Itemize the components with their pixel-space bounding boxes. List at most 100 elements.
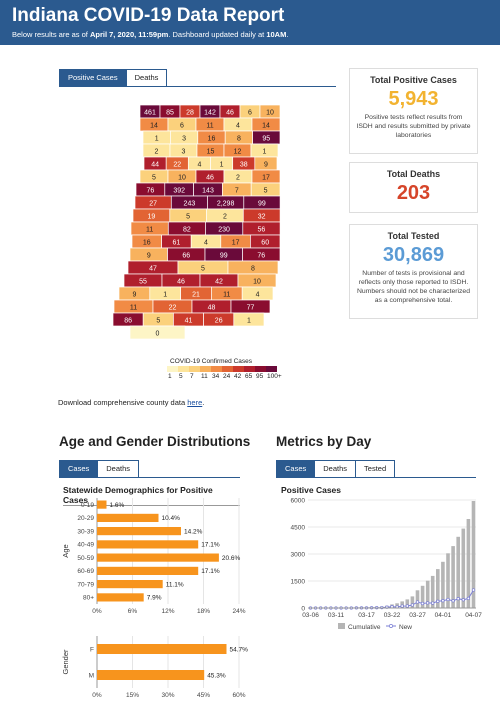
bar[interactable] [97,566,199,575]
card-description: Positive tests reflect results from ISDH… [356,114,471,139]
cumulative-bar[interactable] [466,519,471,608]
county-case-count: 5 [201,266,205,273]
x-tick-label: 18% [197,608,210,615]
county-case-count: 5 [264,188,268,195]
new-cases-point[interactable] [400,604,404,608]
county-case-count: 10 [253,279,261,286]
county-case-count: 15 [207,149,215,156]
county-case-count: 47 [149,266,157,273]
tab-cases[interactable]: Cases [59,460,99,477]
county-case-count: 7 [235,188,239,195]
legend-tick-label: 34 [212,373,220,380]
county-case-count: 38 [240,162,248,169]
new-cases-point[interactable] [431,601,435,605]
tab-deaths[interactable]: Deaths [314,460,357,477]
new-cases-point[interactable] [425,601,430,605]
county-case-count: 46 [206,175,214,182]
x-tick-label: 0% [92,692,102,699]
legend-tick-label: 11 [201,373,208,380]
new-cases-point[interactable] [441,599,445,603]
cumulative-bar[interactable] [471,501,476,608]
cumulative-bar[interactable] [446,553,450,608]
tab-positive-cases[interactable]: Positive Cases [59,69,127,86]
county-case-count: 6 [180,123,184,130]
bar[interactable] [97,553,219,562]
cumulative-bar[interactable] [461,528,466,608]
county-case-count: 46 [177,279,185,286]
county-case-count: 4 [236,123,240,130]
age-gender-heading: Age and Gender Distributions [59,434,251,449]
tab-cases[interactable]: Cases [276,460,316,477]
cumulative-bar[interactable] [420,585,425,608]
county-case-count: 2 [223,214,227,221]
county-case-count: 76 [257,253,265,260]
county-case-count: 3 [182,136,186,143]
new-cases-point[interactable] [451,599,455,603]
legend-tick-label: 1 [168,373,172,380]
county-case-count: 2,298 [217,201,235,208]
new-cases-point[interactable] [446,597,450,602]
county-case-count: 5 [156,318,160,325]
county-case-count: 4 [256,292,260,299]
county-case-count: 1 [247,318,251,325]
bar[interactable] [97,670,205,680]
card-description: Number of tests is provisional and refle… [357,270,470,304]
county-case-count: 12 [234,149,242,156]
cumulative-bar[interactable] [451,546,455,608]
legend-swatch [233,366,244,372]
county-shape[interactable] [129,325,186,340]
new-cases-point[interactable] [461,598,465,602]
cumulative-bar[interactable] [441,561,445,608]
cumulative-bar[interactable] [415,590,420,608]
bar[interactable] [97,527,181,536]
legend-swatch-cumulative [338,623,345,629]
cumulative-bar[interactable] [436,569,440,608]
new-cases-point[interactable] [456,597,460,601]
tab-deaths[interactable]: Deaths [97,460,140,477]
county-case-count: 5 [152,175,156,182]
county-case-count: 3 [182,149,186,156]
bar[interactable] [97,513,159,522]
page-title: Indiana COVID-19 Data Report [12,5,285,26]
new-cases-point[interactable] [420,601,425,606]
county-case-count: 461 [144,110,156,117]
legend-swatch [266,366,277,372]
bar[interactable] [97,644,227,654]
page-header: Indiana COVID-19 Data Report Below resul… [0,0,500,45]
county-case-count: 1 [220,162,224,169]
county-case-count: 143 [202,188,214,195]
update-info: Below results are as of April 7, 2020, 1… [12,30,289,39]
bar[interactable] [97,500,107,509]
y-tick-label: 1500 [291,578,306,585]
new-cases-point[interactable] [415,600,420,604]
county-case-count: 17 [262,175,270,182]
cumulative-bar[interactable] [430,575,435,608]
download-link[interactable]: here [187,398,203,407]
tab-deaths[interactable]: Deaths [125,69,168,86]
county-shape[interactable] [233,312,265,327]
new-cases-point[interactable] [466,596,471,601]
x-tick-label: 30% [161,692,174,699]
cumulative-bar[interactable] [405,599,410,608]
county-case-count: 230 [218,227,230,234]
new-cases-point[interactable] [436,599,440,603]
x-tick-label: 60% [232,692,245,699]
tab-tested[interactable]: Tested [355,460,396,477]
new-cases-point[interactable] [405,604,409,608]
county-case-count: 41 [185,318,193,325]
x-tick-label: 03-06 [302,612,319,619]
new-cases-point[interactable] [471,588,476,592]
cumulative-bar[interactable] [410,596,415,608]
county-case-count: 10 [178,175,186,182]
cumulative-bar[interactable] [456,536,460,608]
bar[interactable] [97,540,199,549]
legend-swatch [244,366,255,372]
legend-tick-label: 24 [223,373,231,380]
cumulative-bar[interactable] [425,580,430,608]
county-case-count: 95 [262,136,270,143]
bar[interactable] [97,593,144,602]
bar[interactable] [97,580,163,589]
new-cases-point[interactable] [410,603,415,607]
county-case-count: 16 [143,240,151,247]
